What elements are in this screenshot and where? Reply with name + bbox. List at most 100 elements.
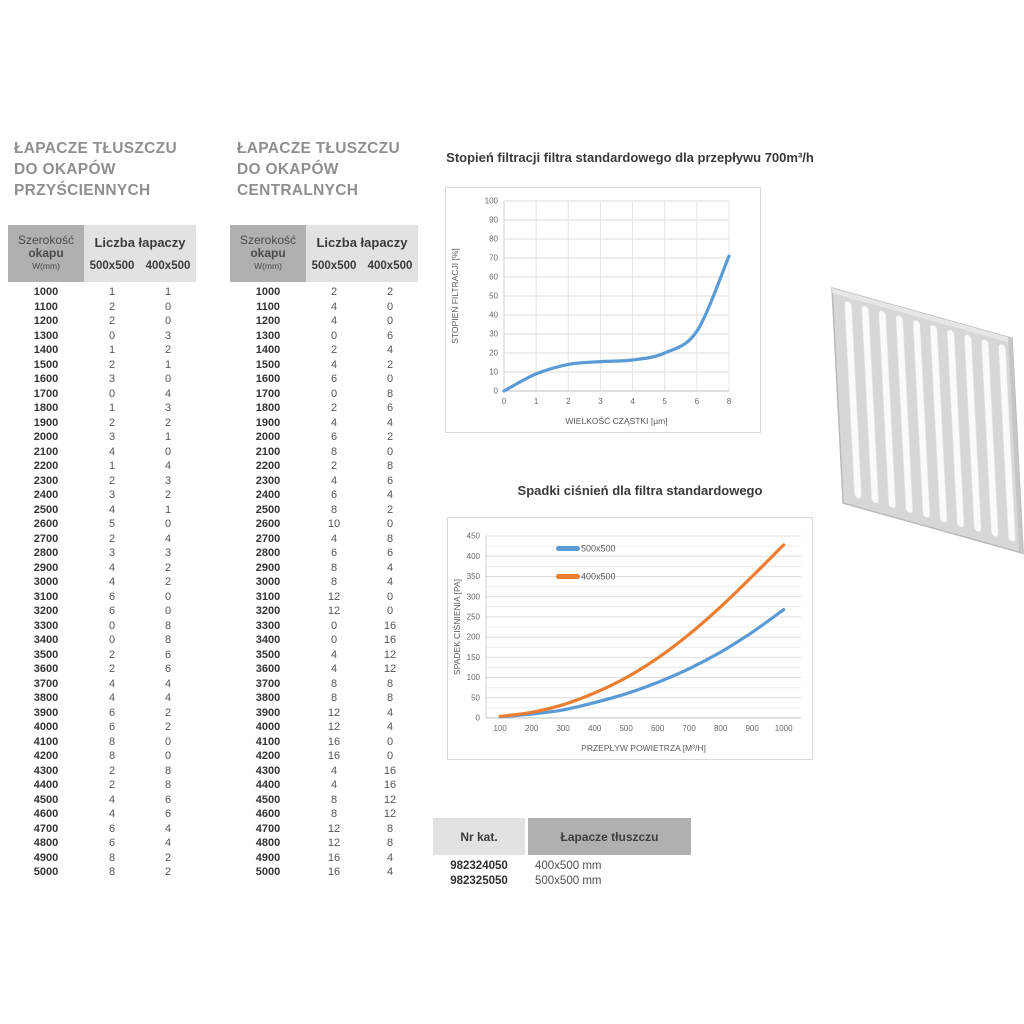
catcher-count-cell: 0: [386, 605, 394, 617]
table-row: 2400 3 2: [8, 488, 196, 503]
hood-width-cell: 2300: [33, 474, 59, 487]
filter-slot: [929, 324, 948, 523]
table-row: 1700 0 8: [230, 387, 418, 402]
catcher-count-cell: 2: [330, 286, 338, 298]
catcher-count-cell: 4: [386, 851, 394, 864]
hood-width-cell: 4800: [33, 837, 59, 849]
table-row: 1400 1 2: [8, 343, 196, 358]
catcher-count-cell: 4: [330, 416, 338, 429]
catalog-table-rows: 982324050 400x500 mm 982325050 500x500 mm: [433, 859, 691, 889]
catcher-count-cell: 8: [330, 677, 338, 690]
hood-width-cell: 1200: [33, 315, 59, 327]
table-row: 4300 4 16: [230, 764, 418, 779]
hood-width-cell: 1300: [33, 329, 59, 342]
catcher-count-cell: 4: [330, 663, 338, 675]
catcher-count-cell: 4: [330, 764, 338, 777]
catcher-count-cell: 6: [164, 808, 172, 820]
svg-text:0: 0: [502, 397, 507, 406]
svg-text:3: 3: [598, 397, 603, 406]
table-row: 3700 4 4: [8, 677, 196, 692]
hood-width-cell: 3500: [33, 648, 59, 661]
catcher-count-cell: 4: [108, 677, 116, 690]
catcher-count-cell: 8: [108, 735, 116, 748]
pressure-drop-chart-title: Spadki ciśnień dla filtra standardowego: [517, 483, 763, 498]
catcher-count-cell: 12: [327, 822, 341, 835]
table-row: 2700 2 4: [8, 532, 196, 547]
catcher-count-cell: 0: [164, 518, 172, 530]
catcher-count-cell: 0: [330, 387, 338, 400]
hood-width-cell: 1100: [256, 300, 280, 313]
table-row: 4100 16 0: [230, 735, 418, 750]
catcher-count-cell: 8: [164, 764, 172, 777]
table-row: 3800 4 4: [8, 691, 196, 706]
catcher-count-cell: 0: [108, 634, 116, 646]
table-row: 3600 2 6: [8, 662, 196, 677]
catcher-count-cell: 2: [164, 706, 172, 719]
catcher-count-cell: 2: [108, 532, 116, 545]
table-row: 1900 2 2: [8, 416, 196, 431]
catcher-count-cell: 6: [330, 431, 338, 443]
catcher-count-cell: 1: [164, 503, 172, 516]
hood-width-cell: 1400: [33, 344, 59, 356]
catcher-count-cell: 2: [386, 503, 394, 516]
table-row: 1500 2 1: [8, 358, 196, 373]
header-divider: [525, 818, 528, 855]
catcher-count-cell: 4: [164, 387, 172, 400]
table-row: 4700 6 4: [8, 822, 196, 837]
hood-width-cell: 2100: [255, 445, 281, 458]
catcher-count-cell: 2: [164, 721, 172, 733]
hood-width-cell: 1000: [33, 286, 59, 298]
catcher-count-cell: 8: [386, 837, 394, 849]
table-row: 3000 8 4: [230, 575, 418, 590]
pressure-drop-chart-svg: 0 50 100 150 200 250 300 350 400 450 100 200 300 400 5…: [451, 532, 801, 753]
catcher-count-cell: 0: [386, 445, 394, 458]
svg-text:100: 100: [493, 724, 507, 733]
y-axis-label: SPADEK CIŚNIENIA [PA]: [451, 579, 462, 675]
table-row: 1200 4 0: [230, 314, 418, 329]
hood-width-cell: 4200: [33, 750, 59, 762]
catcher-count-cell: 8: [164, 779, 172, 791]
svg-text:0: 0: [494, 387, 499, 396]
grease-filter-product-image: [826, 278, 1024, 570]
hood-width-cell: 1200: [255, 315, 281, 327]
catalog-table-header: Nr kat. Łapacze tłuszczu: [433, 818, 691, 855]
catcher-count-cell: 5: [108, 518, 116, 530]
hood-width-cell: 2100: [33, 445, 59, 458]
hood-width-cell: 1800: [255, 402, 281, 414]
catcher-count-cell: 12: [327, 721, 341, 733]
catcher-count-cell: 0: [108, 387, 116, 400]
svg-text:200: 200: [467, 633, 481, 642]
table-row: 4900 8 2: [8, 851, 196, 866]
tick-labels: 0 50 100 150 200 250 300 350 400 450 100 200 300 400 5…: [467, 532, 793, 733]
catcher-count-cell: 12: [327, 590, 341, 603]
table-row: 2800 3 3: [8, 546, 196, 561]
catalog-number-table: Nr kat. Łapacze tłuszczu 982324050 400x50…: [433, 818, 691, 889]
catcher-count-cell: 0: [164, 373, 172, 385]
catcher-count-cell: 6: [330, 547, 338, 559]
hood-width-cell: 3700: [33, 677, 59, 690]
svg-text:700: 700: [682, 724, 696, 733]
catcher-count-cell: 0: [386, 518, 394, 530]
catcher-count-cell: 4: [164, 532, 172, 545]
svg-text:450: 450: [467, 532, 481, 541]
catcher-count-cell: 8: [330, 561, 338, 574]
catcher-count-cell: 12: [383, 793, 397, 806]
catcher-count-cell: 4: [108, 561, 116, 574]
hood-width-cell: 1500: [33, 358, 59, 371]
hood-width-cell: 5000: [255, 866, 281, 878]
filter-panel-side-edge: [1008, 337, 1024, 554]
table-row: 3000 4 2: [8, 575, 196, 590]
catalog-row: 982324050 400x500 mm: [433, 859, 691, 874]
hood-width-cell: 2900: [255, 561, 281, 574]
catcher-count-cell: 12: [327, 837, 341, 849]
col-header-500x500: 500x500: [311, 260, 357, 272]
catcher-count-cell: 4: [164, 460, 172, 472]
filter-slot: [912, 320, 931, 518]
filter-slot: [964, 334, 982, 533]
catcher-count-cell: 2: [108, 779, 116, 791]
catcher-count-cell: 4: [386, 344, 394, 356]
table-row: 1500 4 2: [230, 358, 418, 373]
svg-text:4: 4: [630, 397, 635, 406]
hood-width-cell: 3100: [33, 590, 59, 603]
catcher-count-cell: 4: [386, 576, 394, 588]
